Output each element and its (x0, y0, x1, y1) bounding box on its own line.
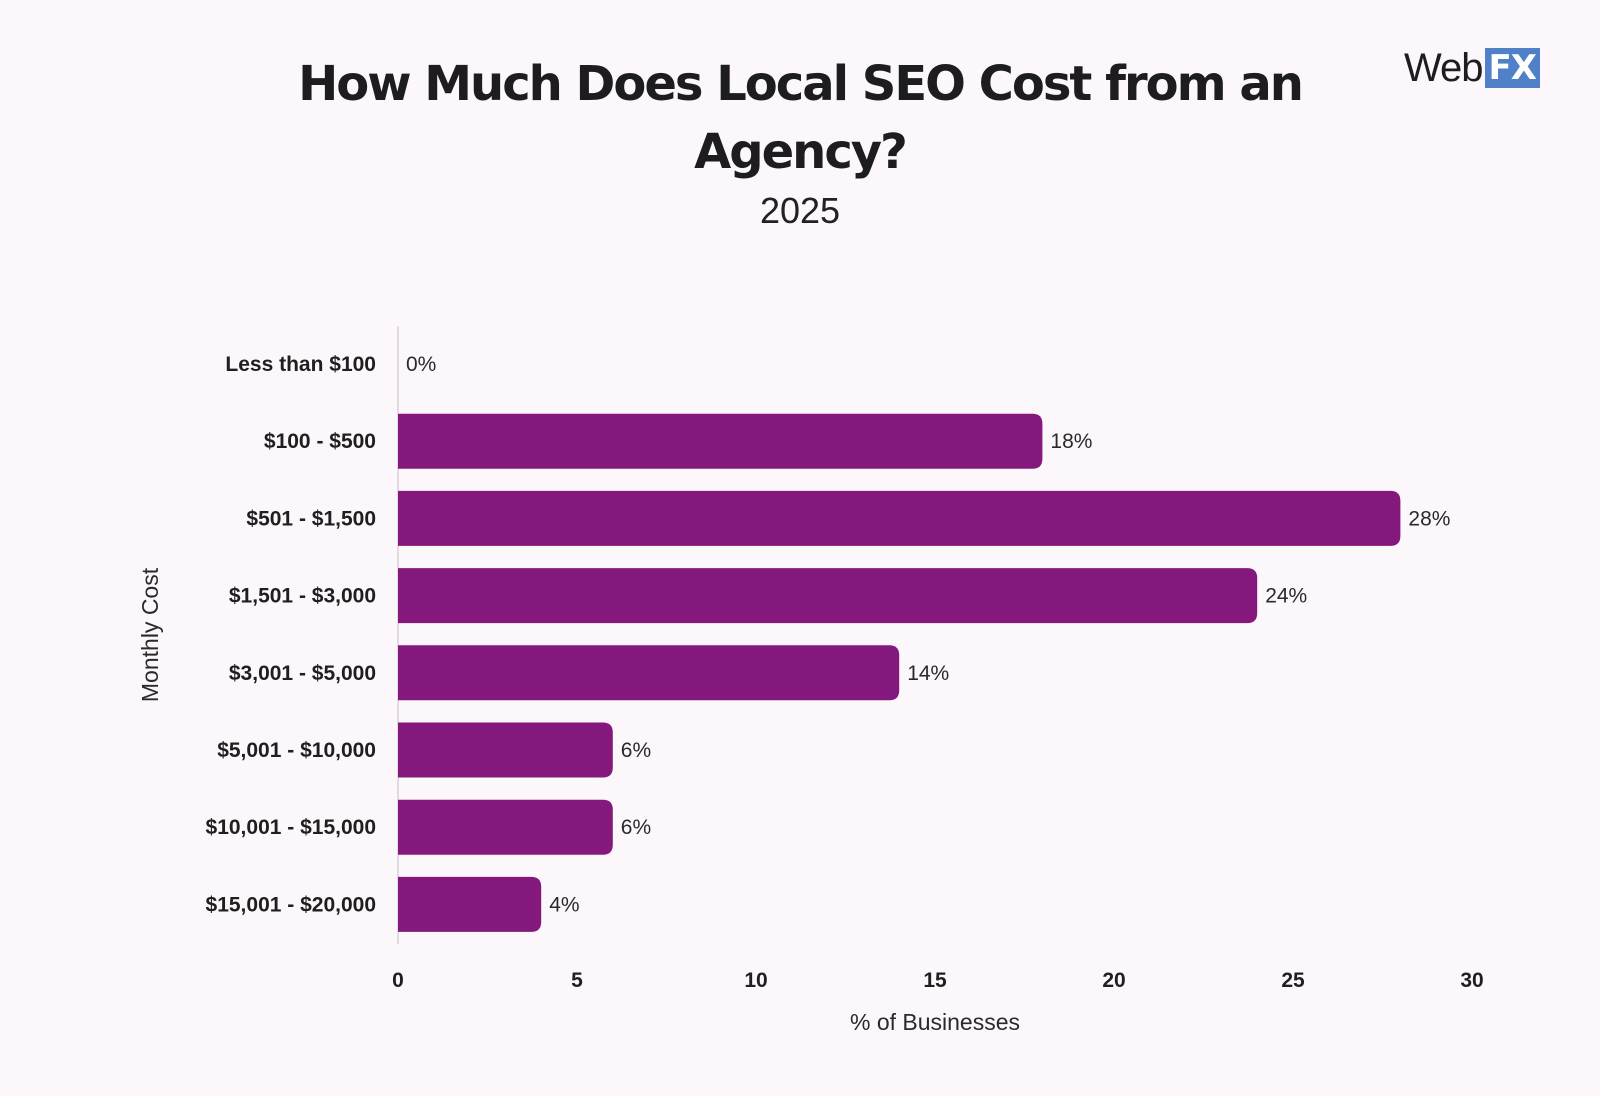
webfx-logo: Web FX (1404, 46, 1540, 90)
logo-fx-badge: FX (1484, 48, 1540, 88)
y-axis-title: Monthly Cost (137, 567, 163, 702)
bar (398, 568, 1258, 624)
x-tick-label: 20 (1102, 969, 1125, 992)
x-tick-label: 15 (923, 969, 947, 992)
x-tick-label: 10 (744, 969, 767, 992)
bar (398, 799, 613, 855)
bar (398, 490, 1401, 546)
category-label: Less than $100 (225, 353, 376, 376)
category-label: $501 - $1,500 (246, 507, 376, 530)
x-tick-label: 0 (392, 969, 404, 992)
bar (398, 645, 900, 701)
x-axis-title: % of Businesses (850, 1009, 1020, 1035)
category-label: $5,001 - $10,000 (217, 739, 376, 762)
bar (398, 876, 542, 932)
value-label: 6% (621, 816, 651, 839)
category-label: $3,001 - $5,000 (229, 662, 376, 685)
chart-title: How Much Does Local SEO Cost from an Age… (298, 56, 1304, 180)
value-label: 18% (1050, 430, 1092, 453)
bar (398, 413, 1043, 469)
value-label: 0% (406, 353, 436, 376)
x-tick-label: 30 (1460, 969, 1483, 992)
category-label: $10,001 - $15,000 (206, 816, 376, 839)
value-label: 6% (621, 739, 651, 762)
value-label: 28% (1408, 507, 1450, 530)
logo-web-text: Web (1404, 45, 1484, 90)
value-label: 4% (549, 893, 579, 916)
x-tick-label: 5 (571, 969, 583, 992)
bar (398, 722, 613, 778)
value-label: 14% (907, 662, 949, 685)
category-label: $100 - $500 (264, 430, 376, 453)
chart-subtitle: 2025 (759, 190, 841, 231)
x-tick-label: 25 (1281, 969, 1305, 992)
category-label: $1,501 - $3,000 (229, 585, 376, 608)
value-label: 24% (1265, 585, 1307, 608)
category-label: $15,001 - $20,000 (206, 893, 376, 916)
